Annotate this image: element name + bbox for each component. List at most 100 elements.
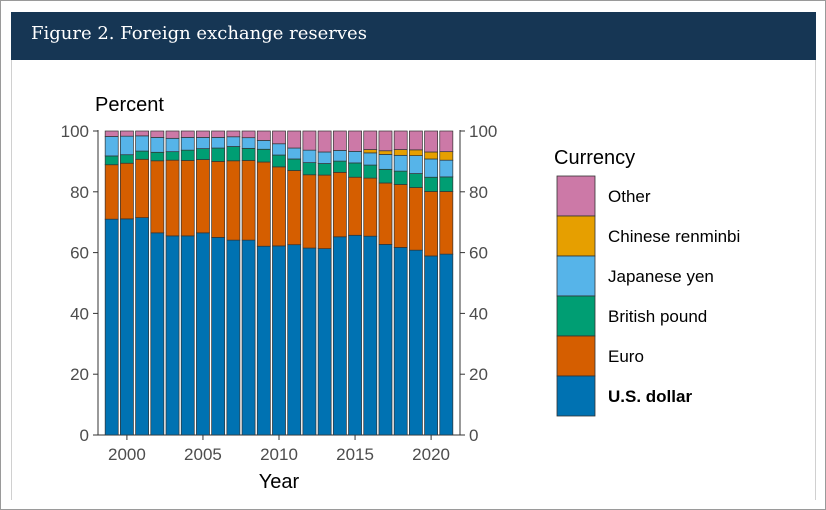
bar-segment-japanese-yen bbox=[150, 137, 165, 153]
bar-segment-other bbox=[378, 130, 393, 152]
bar-segment-japanese-yen bbox=[211, 137, 226, 149]
bar-segment-other bbox=[302, 130, 317, 151]
bar-segment-british-pound bbox=[378, 168, 393, 184]
bar-segment-british-pound bbox=[317, 163, 332, 176]
bar-segment-japanese-yen bbox=[256, 140, 271, 150]
bar-segment-euro bbox=[165, 159, 180, 237]
bar-segment-british-pound bbox=[363, 164, 378, 179]
bar-segment-u-s-dollar bbox=[272, 245, 286, 436]
bar-segment-other bbox=[272, 130, 286, 145]
bar-segment-british-pound bbox=[104, 155, 119, 166]
bar-segment-british-pound bbox=[226, 146, 241, 162]
bar-segment-euro bbox=[120, 162, 134, 220]
bar-segment-u-s-dollar bbox=[196, 232, 210, 436]
bar-segment-other bbox=[363, 130, 378, 150]
y-tick-label-left: 0 bbox=[80, 426, 89, 445]
legend-key bbox=[556, 175, 596, 217]
bar-segment-british-pound bbox=[256, 148, 271, 163]
bar-segment-u-s-dollar bbox=[332, 236, 347, 436]
bar-segment-u-s-dollar bbox=[393, 247, 408, 436]
bar-segment-british-pound bbox=[211, 147, 226, 162]
x-tick-label: 2010 bbox=[260, 445, 298, 464]
bar-segment-other bbox=[165, 130, 180, 139]
x-tick-label: 2005 bbox=[184, 445, 222, 464]
bar-segment-japanese-yen bbox=[120, 135, 134, 156]
chart-panel: 0 0 20 20 40 40 60 60 80 80 100 100 2000 2005 2010 2015… bbox=[11, 60, 816, 500]
bar-segment-euro bbox=[150, 160, 165, 234]
bar-segment-u-s-dollar bbox=[348, 234, 362, 436]
bar-segment-u-s-dollar bbox=[165, 235, 180, 436]
bar-segment-euro bbox=[256, 161, 271, 247]
bar-segment-other bbox=[226, 130, 241, 138]
bar-segment-euro bbox=[393, 184, 408, 248]
bar-segment-japanese-yen bbox=[165, 137, 180, 153]
bar-segment-japanese-yen bbox=[424, 158, 438, 178]
bar-segment-british-pound bbox=[272, 154, 286, 168]
bar-segment-other bbox=[409, 130, 423, 151]
y-tick-label-right: 100 bbox=[469, 122, 497, 141]
bar-segment-u-s-dollar bbox=[120, 218, 134, 436]
bar-segment-u-s-dollar bbox=[363, 235, 378, 436]
bar-segment-japanese-yen bbox=[272, 143, 286, 156]
bar-segment-chinese-renminbi bbox=[363, 149, 378, 154]
bar-segment-japanese-yen bbox=[241, 137, 256, 149]
bar-segment-euro bbox=[104, 164, 119, 220]
bar-segment-euro bbox=[424, 191, 438, 257]
bar-segment-euro bbox=[332, 171, 347, 238]
bar-segment-other bbox=[393, 130, 408, 150]
y-tick-label-left: 80 bbox=[70, 183, 89, 202]
bar-segment-other bbox=[180, 130, 195, 138]
legend-key bbox=[556, 295, 596, 337]
bar-segment-u-s-dollar bbox=[226, 239, 241, 436]
bar-segment-euro bbox=[241, 160, 256, 241]
bar-segment-other bbox=[241, 130, 256, 139]
bar-segment-euro bbox=[196, 159, 210, 234]
bar-segment-british-pound bbox=[348, 162, 362, 178]
bar-segment-british-pound bbox=[241, 147, 256, 161]
bar-segment-other bbox=[439, 130, 454, 153]
legend-key bbox=[556, 215, 596, 257]
y-axis-title: Percent bbox=[95, 94, 164, 116]
bar-segment-euro bbox=[409, 187, 423, 251]
bar-segment-other bbox=[211, 130, 226, 138]
bar-segment-british-pound bbox=[165, 151, 180, 161]
bar-segment-u-s-dollar bbox=[256, 245, 271, 436]
bar-segment-british-pound bbox=[180, 149, 195, 161]
bar-segment-u-s-dollar bbox=[317, 248, 332, 436]
bar-segment-british-pound bbox=[332, 160, 347, 173]
legend-label: Chinese renminbi bbox=[608, 227, 740, 246]
bar-segment-japanese-yen bbox=[348, 151, 362, 164]
bar-segment-euro bbox=[226, 160, 241, 241]
bar-segment-euro bbox=[348, 176, 362, 236]
bar-segment-u-s-dollar bbox=[302, 247, 317, 436]
bar-segment-euro bbox=[211, 161, 226, 238]
bar-segment-japanese-yen bbox=[363, 152, 378, 166]
y-tick-label-right: 80 bbox=[469, 183, 488, 202]
y-tick-label-left: 20 bbox=[70, 365, 89, 384]
bar-segment-british-pound bbox=[150, 151, 165, 162]
bar-segment-british-pound bbox=[409, 173, 423, 188]
bar-segment-u-s-dollar bbox=[409, 249, 423, 436]
bar-segment-u-s-dollar bbox=[180, 235, 195, 436]
bar-segment-other bbox=[348, 130, 362, 152]
bar-segment-british-pound bbox=[302, 162, 317, 176]
figure-title: Figure 2. Foreign exchange reserves bbox=[31, 23, 367, 44]
legend-key bbox=[556, 255, 596, 297]
bar-segment-u-s-dollar bbox=[211, 237, 226, 436]
bar-segment-other bbox=[196, 130, 210, 138]
legend-key bbox=[556, 335, 596, 377]
bar-segment-japanese-yen bbox=[287, 147, 302, 160]
bar-segment-chinese-renminbi bbox=[424, 151, 438, 160]
x-tick-label: 2015 bbox=[336, 445, 374, 464]
y-tick-label-right: 20 bbox=[469, 365, 488, 384]
bar-segment-euro bbox=[287, 170, 302, 246]
y-tick-label-left: 100 bbox=[61, 122, 89, 141]
legend-label: Other bbox=[608, 187, 651, 206]
bar-segment-british-pound bbox=[393, 170, 408, 185]
bar-segment-japanese-yen bbox=[317, 151, 332, 164]
bar-segment-british-pound bbox=[120, 154, 134, 164]
bar-segment-other bbox=[120, 130, 134, 137]
bar-segment-japanese-yen bbox=[104, 136, 119, 157]
y-tick-label-left: 60 bbox=[70, 244, 89, 263]
bar-segment-british-pound bbox=[196, 148, 210, 160]
